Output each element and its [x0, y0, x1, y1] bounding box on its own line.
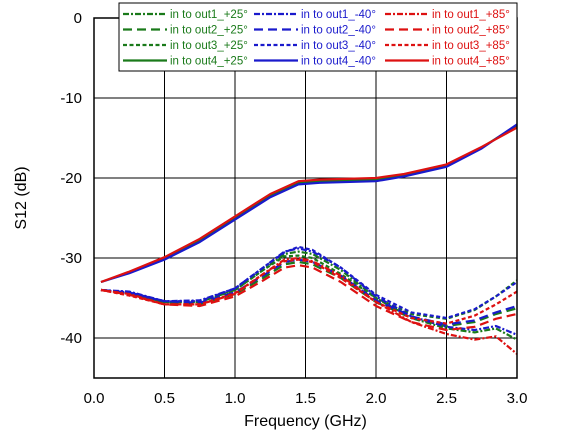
series-line-9 [100, 256, 518, 355]
x-tick-label: 2.0 [366, 390, 387, 407]
legend-label: in to out4_+85° [432, 56, 510, 68]
y-tick-label: -10 [60, 90, 82, 107]
legend: in to out1_+25°in to out2_+25°in to out3… [118, 2, 518, 72]
series-line-6 [100, 258, 518, 326]
series-layer [100, 123, 518, 355]
y-tick-label: -40 [60, 330, 82, 347]
y-tick-label: -30 [60, 250, 82, 267]
series-line-2 [100, 260, 518, 328]
legend-label: in to out1_+85° [432, 9, 510, 21]
y-tick-label: -20 [60, 170, 82, 187]
legend-label: in to out4_+25° [170, 56, 248, 68]
series-line-3 [100, 254, 518, 320]
series-line-10 [100, 264, 518, 332]
x-tick-label: 0.0 [84, 390, 105, 407]
legend-label: in to out1_-40° [301, 9, 376, 21]
series-line-8 [100, 123, 518, 284]
series-line-1 [100, 250, 518, 341]
y-tick-label: 0 [74, 10, 82, 27]
legend-box [118, 2, 518, 72]
legend-label: in to out2_-40° [301, 25, 376, 37]
legend-label: in to out4_-40° [301, 56, 376, 68]
legend-label: in to out2_+25° [170, 25, 248, 37]
x-tick-label: 0.5 [154, 390, 175, 407]
series-line-12 [100, 126, 518, 284]
x-tick-label: 2.5 [436, 390, 457, 407]
x-tick-label: 1.0 [225, 390, 246, 407]
x-axis-title: Frequency (GHz) [244, 413, 367, 430]
y-axis-title: S12 (dB) [13, 166, 30, 229]
tick-layer: 0.0 0.5 1.0 1.5 2.0 2.5 3.0 0 -10 -20 -30 -40 [60, 10, 527, 407]
legend-label: in to out3_+85° [432, 40, 510, 52]
legend-label: in to out1_+25° [170, 9, 248, 21]
series-line-11 [100, 258, 518, 325]
legend-label: in to out3_+25° [170, 40, 248, 52]
x-tick-label: 1.5 [295, 390, 316, 407]
x-tick-label: 3.0 [507, 390, 528, 407]
legend-label: in to out2_+85° [432, 25, 510, 37]
legend-label: in to out3_-40° [301, 40, 376, 52]
